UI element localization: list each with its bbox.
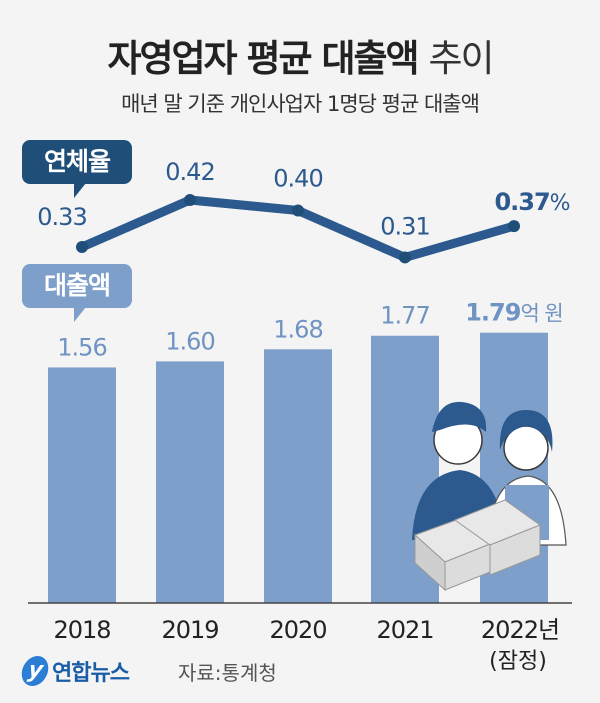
x-tick-label: 2021 xyxy=(376,616,433,644)
rate-label: 0.37% xyxy=(494,188,569,216)
rate-point-2020 xyxy=(292,204,304,217)
rate-point-2022년 xyxy=(508,220,520,233)
bar-2020 xyxy=(264,349,332,603)
yonhap-logo-icon: y xyxy=(19,656,51,686)
rate-label: 0.33 xyxy=(37,203,86,231)
x-tick-label: 2020 xyxy=(269,616,326,644)
rate-point-2021 xyxy=(399,251,411,264)
rate-badge: 연체율 xyxy=(22,140,132,198)
rate-label: 0.31 xyxy=(380,212,429,240)
rate-point-2019 xyxy=(184,194,196,207)
loan-badge: 대출액 xyxy=(22,264,132,322)
brand-name: 연합뉴스 xyxy=(52,661,130,686)
bar-2019 xyxy=(156,361,224,603)
footer-brand: y 연합뉴스 xyxy=(19,655,130,687)
rate-label: 0.42 xyxy=(165,158,214,186)
bar-label: 1.77 xyxy=(380,302,429,330)
bar-unit: 억 원 xyxy=(520,302,562,326)
rate-point-2018 xyxy=(76,241,88,253)
chart-subtitle: 매년 말 기준 개인사업자 1명당 평균 대출액 xyxy=(121,92,480,116)
title-light: 추이 xyxy=(428,37,494,80)
rate-unit: % xyxy=(550,191,570,216)
bar-label: 1.68 xyxy=(273,315,322,343)
source-note: 자료:통계청 xyxy=(178,661,277,685)
chart-title: 자영업자 평균 대출액 추이 xyxy=(0,28,600,82)
bar-label: 1.56 xyxy=(57,333,106,361)
bar-label: 1.60 xyxy=(165,327,214,355)
bar-2018 xyxy=(48,367,116,603)
x-tick-note: (잠정) xyxy=(489,649,547,674)
x-tick-label: 2018 xyxy=(53,616,110,644)
x-tick-label: 2019 xyxy=(161,616,218,644)
people-with-money-illustration xyxy=(412,401,567,592)
title-bold: 자영업자 평균 대출액 xyxy=(107,37,419,80)
rate-label: 0.40 xyxy=(273,164,322,192)
x-tick-label: 2022년 xyxy=(481,616,559,644)
bar-label: 1.79억 원 xyxy=(465,299,563,327)
